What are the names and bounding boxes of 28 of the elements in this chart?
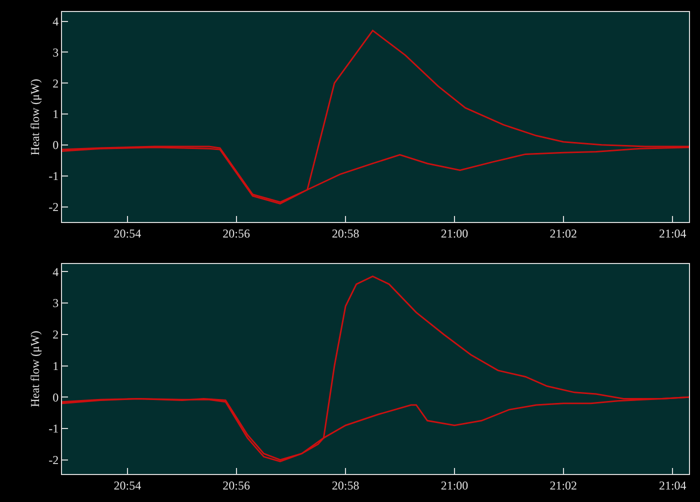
y-tick-label: 0: [52, 138, 59, 152]
x-tick-label: 20:56: [222, 478, 250, 492]
x-tick-label: 20:54: [114, 478, 142, 492]
x-tick-label: 20:58: [332, 226, 360, 241]
y-tick-label: 3: [52, 45, 59, 60]
y-tick-label: 0: [52, 390, 59, 404]
x-tick-label: 21:02: [550, 226, 578, 241]
y-tick-label: 1: [52, 358, 59, 373]
y-tick-label: 2: [52, 328, 59, 342]
y-tick-label: 3: [52, 296, 59, 310]
x-tick-label: 20:54: [114, 226, 142, 241]
x-tick-label: 21:04: [658, 478, 686, 492]
y-tick-label: -1: [48, 169, 59, 184]
y-tick-label: -2: [48, 453, 59, 468]
y-tick-label: 1: [52, 107, 59, 122]
x-tick-label: 20:58: [332, 478, 360, 492]
x-tick-label: 21:04: [658, 226, 686, 241]
x-tick-label: 21:00: [440, 226, 468, 241]
y-tick-label: 4: [52, 264, 59, 279]
y-tick-label: 4: [52, 14, 59, 28]
x-tick-label: 21:02: [550, 478, 578, 492]
y-tick-label: -2: [48, 200, 59, 214]
y-tick-label: 2: [52, 76, 59, 90]
x-tick-label: 20:56: [222, 226, 250, 241]
y-axis-title: Heat flow (μW): [28, 330, 42, 408]
y-tick-label: -1: [48, 422, 59, 436]
x-tick-label: 21:00: [440, 478, 468, 492]
y-axis-title: Heat flow (μW): [28, 78, 42, 156]
